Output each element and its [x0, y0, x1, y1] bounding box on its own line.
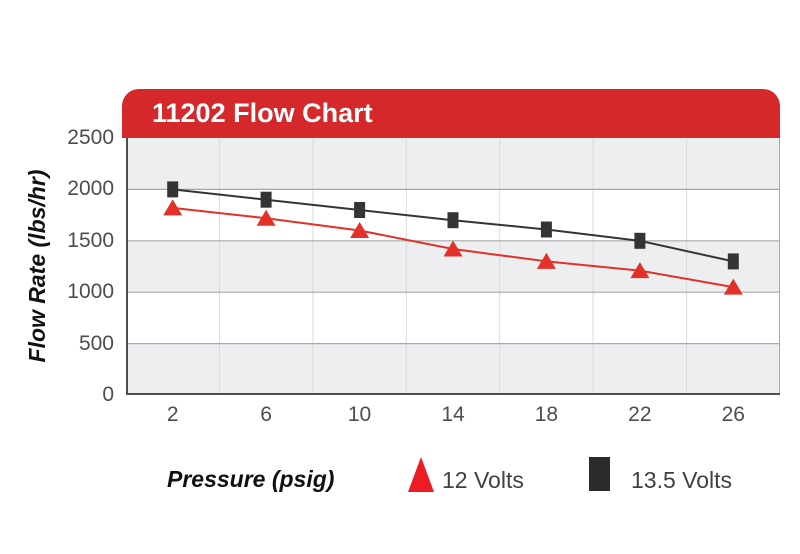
y-tick-label: 500: [78, 331, 114, 355]
x-tick-label: 26: [721, 403, 745, 426]
x-tick-label: 22: [628, 403, 652, 426]
x-tick-label: 14: [441, 403, 465, 426]
legend-square-icon: [589, 457, 610, 491]
y-tick-label: 0: [102, 383, 114, 406]
legend-label-12-volts: 12 Volts: [442, 467, 524, 493]
legend-triangle-icon: [408, 457, 434, 492]
plot-area: [126, 138, 780, 395]
x-tick-label: 2: [166, 403, 179, 426]
chart-title-banner: 11202 Flow Chart: [122, 89, 780, 138]
y-tick-label: 2000: [67, 177, 114, 201]
y-tick-label: 1000: [67, 280, 114, 304]
chart-title: 11202 Flow Chart: [152, 98, 373, 128]
legend-label-13-5-volts: 13.5 Volts: [631, 467, 733, 493]
y-axis-title: Flow Rate (lbs/hr): [24, 169, 50, 363]
x-tick-label: 6: [260, 403, 272, 426]
x-axis-title: Pressure (psig): [167, 466, 335, 492]
x-tick-label: 10: [347, 403, 372, 426]
y-tick-label: 2500: [67, 126, 114, 149]
y-tick-label: 1500: [67, 228, 114, 252]
x-tick-label: 18: [534, 403, 559, 426]
